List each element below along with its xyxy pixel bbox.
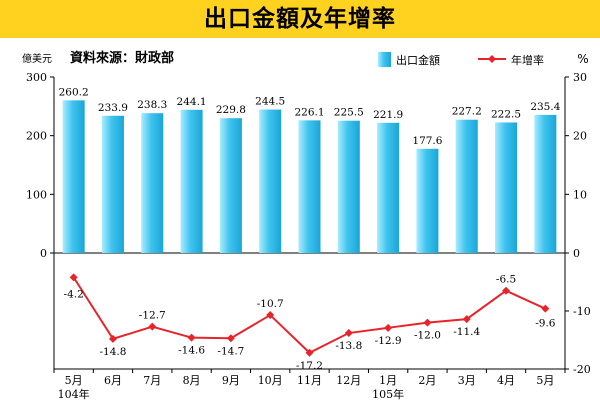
left-tick-label: 100 — [26, 188, 47, 201]
bar — [259, 109, 282, 253]
x-tick-label: 5月 — [65, 374, 83, 387]
bar-value-label: 238.3 — [137, 99, 167, 111]
growth-value-label: -12.7 — [139, 310, 166, 322]
bar — [298, 120, 321, 253]
x-tick-label: 7月 — [143, 374, 161, 387]
bar — [534, 114, 557, 253]
bar-value-label: 222.5 — [491, 108, 521, 120]
x-tick-label: 5月 — [536, 374, 554, 387]
growth-value-label: -14.7 — [217, 345, 244, 357]
left-tick-label: 200 — [26, 130, 47, 143]
bar — [180, 109, 203, 253]
growth-point — [462, 315, 471, 324]
bar-value-label: 177.6 — [412, 135, 442, 147]
growth-point — [226, 334, 235, 343]
growth-point — [148, 322, 157, 331]
bar-value-label: 244.5 — [255, 96, 285, 108]
x-tick-label: 3月 — [458, 374, 476, 387]
year-label: 104年 — [58, 387, 90, 401]
growth-point — [69, 273, 78, 282]
bar — [101, 115, 124, 254]
growth-point — [187, 333, 196, 342]
bar — [62, 100, 85, 253]
bar — [416, 148, 439, 253]
legend: 出口金額 年增率 — [378, 52, 544, 67]
bar-value-label: 235.4 — [530, 101, 560, 113]
bar-value-label: 225.5 — [334, 107, 364, 119]
growth-value-label: -14.8 — [99, 346, 126, 358]
left-axis-unit: 億美元 — [22, 52, 52, 65]
bar — [377, 122, 400, 253]
x-tick-label: 2月 — [418, 374, 436, 387]
growth-point — [108, 334, 117, 343]
growth-value-label: -10.7 — [257, 298, 284, 310]
growth-value-label: -9.6 — [535, 318, 556, 330]
left-tick-label: 0 — [40, 247, 47, 260]
growth-value-label: -13.8 — [335, 340, 362, 352]
growth-value-label: -12.9 — [375, 335, 402, 347]
right-tick-label: 0 — [573, 247, 580, 260]
growth-point — [266, 311, 275, 320]
right-tick-label: 20 — [573, 130, 587, 143]
bar-value-label: 260.2 — [59, 86, 89, 98]
growth-point — [502, 286, 511, 295]
x-tick-label: 4月 — [497, 374, 515, 387]
left-tick-label: 300 — [26, 71, 47, 84]
bar — [337, 120, 360, 253]
x-tick-label: 1月 — [379, 374, 397, 387]
bar-value-label: 233.9 — [98, 102, 128, 114]
bar — [455, 119, 478, 253]
bar-value-label: 221.9 — [373, 109, 403, 121]
bar — [219, 118, 242, 254]
year-label: 105年 — [372, 387, 404, 401]
growth-value-label: -14.6 — [178, 345, 205, 357]
legend-bar-swatch — [378, 52, 391, 67]
growth-value-label: -6.5 — [496, 274, 516, 286]
growth-value-label: -17.2 — [296, 360, 323, 372]
right-tick-label: -10 — [573, 305, 591, 318]
growth-point — [423, 318, 432, 327]
growth-point — [541, 304, 550, 313]
right-tick-label: 30 — [573, 71, 587, 84]
bar-value-label: 227.2 — [452, 106, 482, 118]
chart-title: 出口金額及年增率 — [204, 6, 396, 32]
source-note: 資料來源：財政部 — [70, 50, 174, 66]
growth-point — [384, 323, 393, 332]
legend-bar-label: 出口金額 — [396, 53, 440, 67]
bar — [495, 122, 518, 253]
x-tick-label: 10月 — [258, 374, 283, 387]
title-band — [0, 0, 600, 38]
right-axis-unit: % — [577, 52, 588, 66]
bar-value-label: 244.1 — [177, 96, 207, 108]
right-tick-label: -20 — [573, 363, 591, 376]
right-tick-label: 10 — [573, 188, 587, 201]
growth-point — [305, 348, 314, 357]
legend-line-marker — [488, 55, 496, 63]
x-tick-label: 9月 — [222, 374, 240, 387]
x-tick-label: 8月 — [183, 374, 201, 387]
bar — [141, 113, 164, 254]
bar-value-label: 229.8 — [216, 104, 246, 116]
x-tick-label: 11月 — [297, 374, 322, 387]
growth-value-label: -4.2 — [64, 288, 84, 300]
x-tick-label: 12月 — [336, 374, 361, 387]
x-tick-label: 6月 — [104, 374, 122, 387]
legend-line-label: 年增率 — [511, 53, 544, 67]
growth-value-label: -11.4 — [453, 326, 480, 338]
growth-point — [344, 329, 353, 338]
bar-value-label: 226.1 — [294, 106, 324, 118]
growth-value-label: -12.0 — [414, 330, 441, 342]
